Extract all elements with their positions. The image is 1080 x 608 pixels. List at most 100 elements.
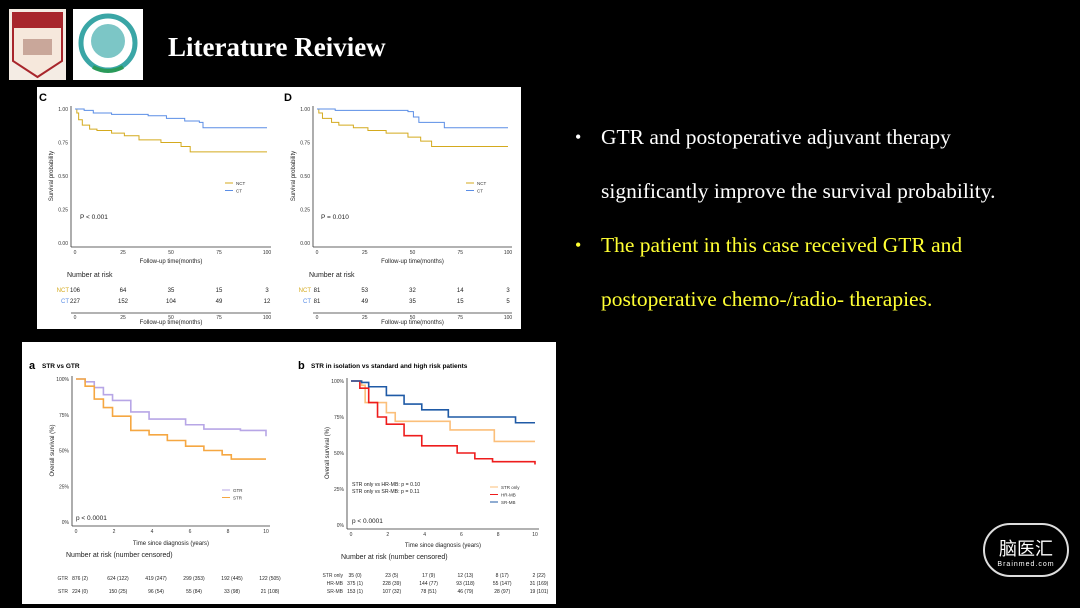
- y-tick-label: 1.00: [300, 107, 310, 113]
- x-tick-label: 6: [189, 529, 192, 535]
- risk-value: 299 (353): [183, 576, 205, 582]
- x-tick-label: 50: [410, 250, 416, 256]
- risk-value: 81: [314, 299, 321, 305]
- x-axis-label: Follow-up time(months): [140, 259, 203, 265]
- risk-value: 144 (77): [419, 581, 438, 587]
- panel-label: a: [29, 360, 36, 372]
- x-tick-label: 2: [386, 532, 389, 538]
- risk-value: 28 (97): [494, 589, 510, 595]
- x-tick-label: 8: [227, 529, 230, 535]
- y-axis-label: Survival probability: [291, 151, 297, 201]
- risk-row-label: STR only: [322, 573, 343, 579]
- risk-value: 12 (13): [457, 573, 473, 579]
- risk-table-title: Number at risk (number censored): [66, 552, 173, 559]
- y-tick-label: 0.25: [300, 208, 310, 214]
- survival-curve-ct: [75, 108, 267, 129]
- y-tick-label: 0.50: [58, 174, 68, 180]
- risk-value: 19 (101): [530, 589, 549, 595]
- x-tick-label: 8: [497, 532, 500, 538]
- p-value: P < 0.001: [80, 214, 108, 221]
- survival-curve-str-only: [351, 380, 535, 443]
- risk-row-label: STR: [58, 589, 68, 595]
- annotation: STR only vs SR-MB: p = 0.11: [352, 489, 420, 495]
- risk-value: 5: [506, 299, 510, 305]
- bullet-2: The patient in this case received GTR an…: [575, 218, 1045, 326]
- risk-row-label: NCT: [57, 288, 70, 294]
- panel-label: D: [284, 92, 292, 104]
- legend-label: STR: [233, 496, 243, 501]
- risk-x-tick-label: 0: [74, 315, 77, 321]
- risk-x-tick-label: 100: [504, 315, 513, 321]
- risk-value: 32: [409, 288, 416, 294]
- risk-value: 64: [120, 288, 127, 294]
- x-tick-label: 10: [532, 532, 538, 538]
- risk-value: 150 (25): [109, 589, 128, 595]
- risk-x-tick-label: 0: [316, 315, 319, 321]
- huashan-hospital-logo: [9, 9, 66, 80]
- y-tick-label: 0.00: [58, 241, 68, 247]
- y-tick-label: 25%: [334, 487, 345, 493]
- risk-value: 55 (84): [186, 589, 202, 595]
- x-tick-label: 2: [113, 529, 116, 535]
- risk-table-title: Number at risk: [67, 272, 113, 279]
- risk-value: 15: [216, 288, 223, 294]
- x-tick-label: 50: [168, 250, 174, 256]
- risk-row-label: GTR: [57, 576, 68, 582]
- risk-row-label: SR-MB: [327, 589, 344, 595]
- risk-row-label: HR-MB: [327, 581, 344, 587]
- p-value: P = 0.010: [321, 214, 349, 221]
- survival-curve-nct: [317, 108, 508, 148]
- x-tick-label: 25: [120, 250, 126, 256]
- x-tick-label: 25: [362, 250, 368, 256]
- risk-value: 227: [70, 299, 81, 305]
- panel-label: b: [298, 360, 305, 372]
- risk-x-tick-label: 75: [457, 315, 463, 321]
- x-axis-label: Follow-up time(months): [381, 259, 444, 265]
- y-tick-label: 75%: [334, 415, 345, 421]
- risk-value: 81: [314, 288, 321, 294]
- risk-value: 49: [216, 299, 223, 305]
- panel-label: C: [39, 92, 47, 104]
- risk-value: 33 (98): [224, 589, 240, 595]
- y-tick-label: 50%: [334, 451, 345, 457]
- risk-value: 2 (22): [532, 573, 545, 579]
- legend-label: STR only: [501, 485, 520, 490]
- risk-value: 93 (118): [456, 581, 475, 587]
- risk-value: 78 (51): [421, 589, 437, 595]
- risk-x-tick-label: 50: [168, 315, 174, 321]
- risk-value: 35 (0): [348, 573, 361, 579]
- risk-value: 21 (108): [261, 589, 280, 595]
- risk-value: 375 (1): [347, 581, 363, 587]
- risk-value: 53: [361, 288, 368, 294]
- risk-value: 106: [70, 288, 81, 294]
- y-tick-label: 0.75: [300, 141, 310, 147]
- risk-table-title: Number at risk: [309, 272, 355, 279]
- figure-cd-background: [37, 87, 521, 329]
- y-axis-label: Overall survival (%): [50, 424, 56, 476]
- y-axis-label: Overall survival (%): [325, 427, 331, 479]
- risk-value: 49: [361, 299, 368, 305]
- risk-value: 15: [457, 299, 464, 305]
- risk-row-label: NCT: [299, 288, 312, 294]
- risk-value: 17 (9): [422, 573, 435, 579]
- survival-curve-nct: [75, 108, 267, 153]
- y-axis-label: Survival probability: [49, 151, 55, 201]
- risk-row-label: CT: [61, 299, 69, 305]
- slide-title: Literature Reiview: [168, 32, 386, 62]
- y-tick-label: 50%: [59, 449, 70, 455]
- y-tick-label: 25%: [59, 484, 70, 490]
- risk-value: 152: [118, 299, 129, 305]
- survival-curve-ct: [317, 108, 508, 129]
- risk-value: 624 (122): [107, 576, 129, 582]
- risk-x-tick-label: 100: [263, 315, 272, 321]
- survival-curve-str: [76, 378, 266, 460]
- risk-value: 107 (32): [382, 589, 401, 595]
- x-tick-label: 100: [504, 250, 513, 256]
- y-tick-label: 1.00: [58, 107, 68, 113]
- y-tick-label: 0.50: [300, 174, 310, 180]
- survival-curve-gtr: [76, 378, 267, 437]
- x-tick-label: 4: [151, 529, 154, 535]
- x-tick-label: 75: [457, 250, 463, 256]
- risk-value: 35: [409, 299, 416, 305]
- y-tick-label: 0.75: [58, 141, 68, 147]
